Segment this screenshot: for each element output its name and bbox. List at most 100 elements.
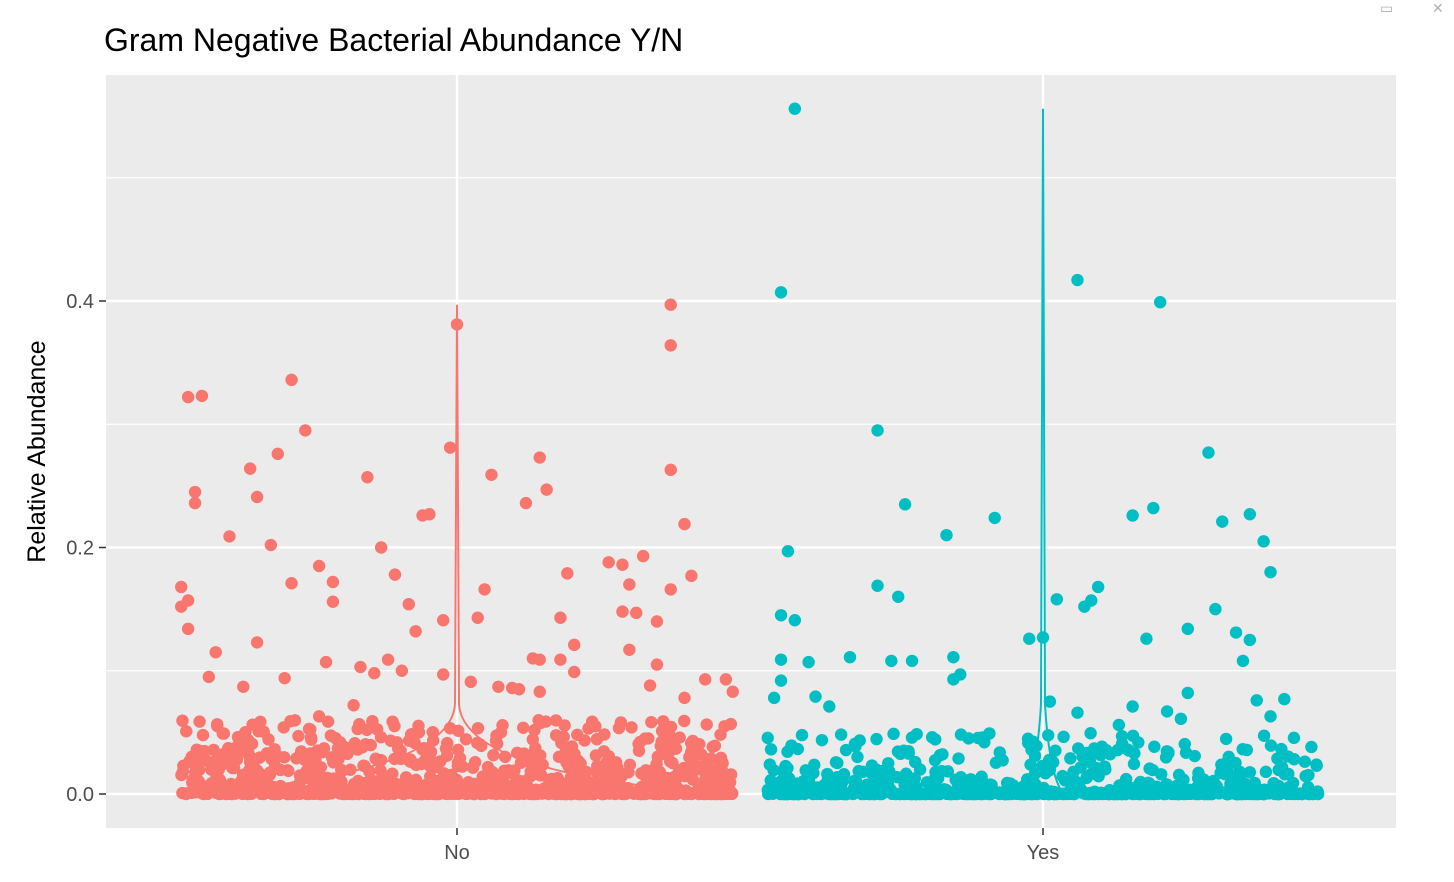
data-point [1240,743,1253,757]
data-point [761,731,774,745]
data-point [905,654,919,668]
data-point [666,739,679,752]
data-point [852,764,865,778]
data-point [299,424,312,437]
data-point [377,785,391,798]
data-point [1229,787,1243,801]
close-icon[interactable]: ✕ [1432,0,1444,16]
data-point [326,595,340,608]
data-point [312,559,326,573]
data-point [250,490,264,504]
data-point [948,787,961,801]
data-point [237,680,250,693]
data-point [381,653,395,666]
data-point [344,763,357,776]
data-point [1257,535,1270,548]
data-point [802,775,816,788]
data-point [1272,763,1285,777]
data-point [719,673,733,686]
data-point [1050,593,1063,606]
data-point [575,787,588,801]
data-point [1250,694,1263,707]
data-point [1204,785,1217,799]
data-point [496,719,509,732]
data-point [409,625,422,638]
data-point [985,778,998,792]
data-point [781,761,794,775]
data-point [364,738,377,752]
data-point [386,715,399,728]
data-point [441,773,455,787]
data-point [207,743,220,757]
data-point [672,765,686,778]
data-point [269,787,282,801]
data-point [423,759,436,772]
data-point [587,787,600,801]
data-point [848,737,862,751]
data-point [610,770,623,783]
data-point [664,463,677,477]
data-point [1081,787,1095,801]
data-point [929,733,942,746]
data-point [1143,762,1156,775]
data-point [212,754,226,768]
data-point [816,786,830,799]
data-point [1064,752,1077,765]
data-point [962,732,975,745]
data-point [897,744,910,757]
data-point [557,730,570,744]
data-point [913,763,927,776]
data-point [409,773,423,787]
data-point [271,447,284,461]
data-point [941,765,955,778]
data-point [936,748,949,761]
data-point [252,785,266,799]
data-point [1126,509,1139,522]
data-point [464,675,477,689]
data-point [394,744,407,757]
data-point [1236,654,1250,668]
data-point [423,508,436,521]
data-point [285,577,298,590]
restore-icon[interactable]: ▭ [1380,0,1394,16]
data-point [1049,744,1062,757]
data-point [1148,787,1161,801]
data-point [580,765,593,779]
data-point [915,787,929,801]
data-point [1047,756,1060,769]
data-point [590,733,604,746]
data-point [839,743,853,757]
data-point [353,718,366,731]
data-point [623,643,636,656]
data-point [175,580,188,594]
data-point [774,609,788,622]
data-point [250,636,264,649]
data-point [374,541,388,554]
data-point [361,471,374,484]
data-point [268,743,281,756]
data-point [651,770,664,783]
data-point [889,787,903,801]
data-point [1084,727,1097,740]
data-point [767,691,781,705]
data-point [461,787,474,800]
data-point [425,781,438,794]
data-point [664,298,677,311]
data-point [571,754,585,767]
data-point [1259,765,1273,779]
data-point [1081,770,1094,783]
data-point [196,728,210,742]
data-point [1035,759,1049,773]
data-point [664,339,677,352]
data-point [321,787,334,801]
data-point [550,787,563,801]
data-point [685,569,698,583]
data-point [989,756,1003,769]
data-point [195,389,209,403]
data-point [726,685,739,698]
data-point [623,758,637,772]
data-point [217,727,231,740]
data-point [443,722,457,735]
data-point [231,739,244,753]
data-point [437,614,450,627]
